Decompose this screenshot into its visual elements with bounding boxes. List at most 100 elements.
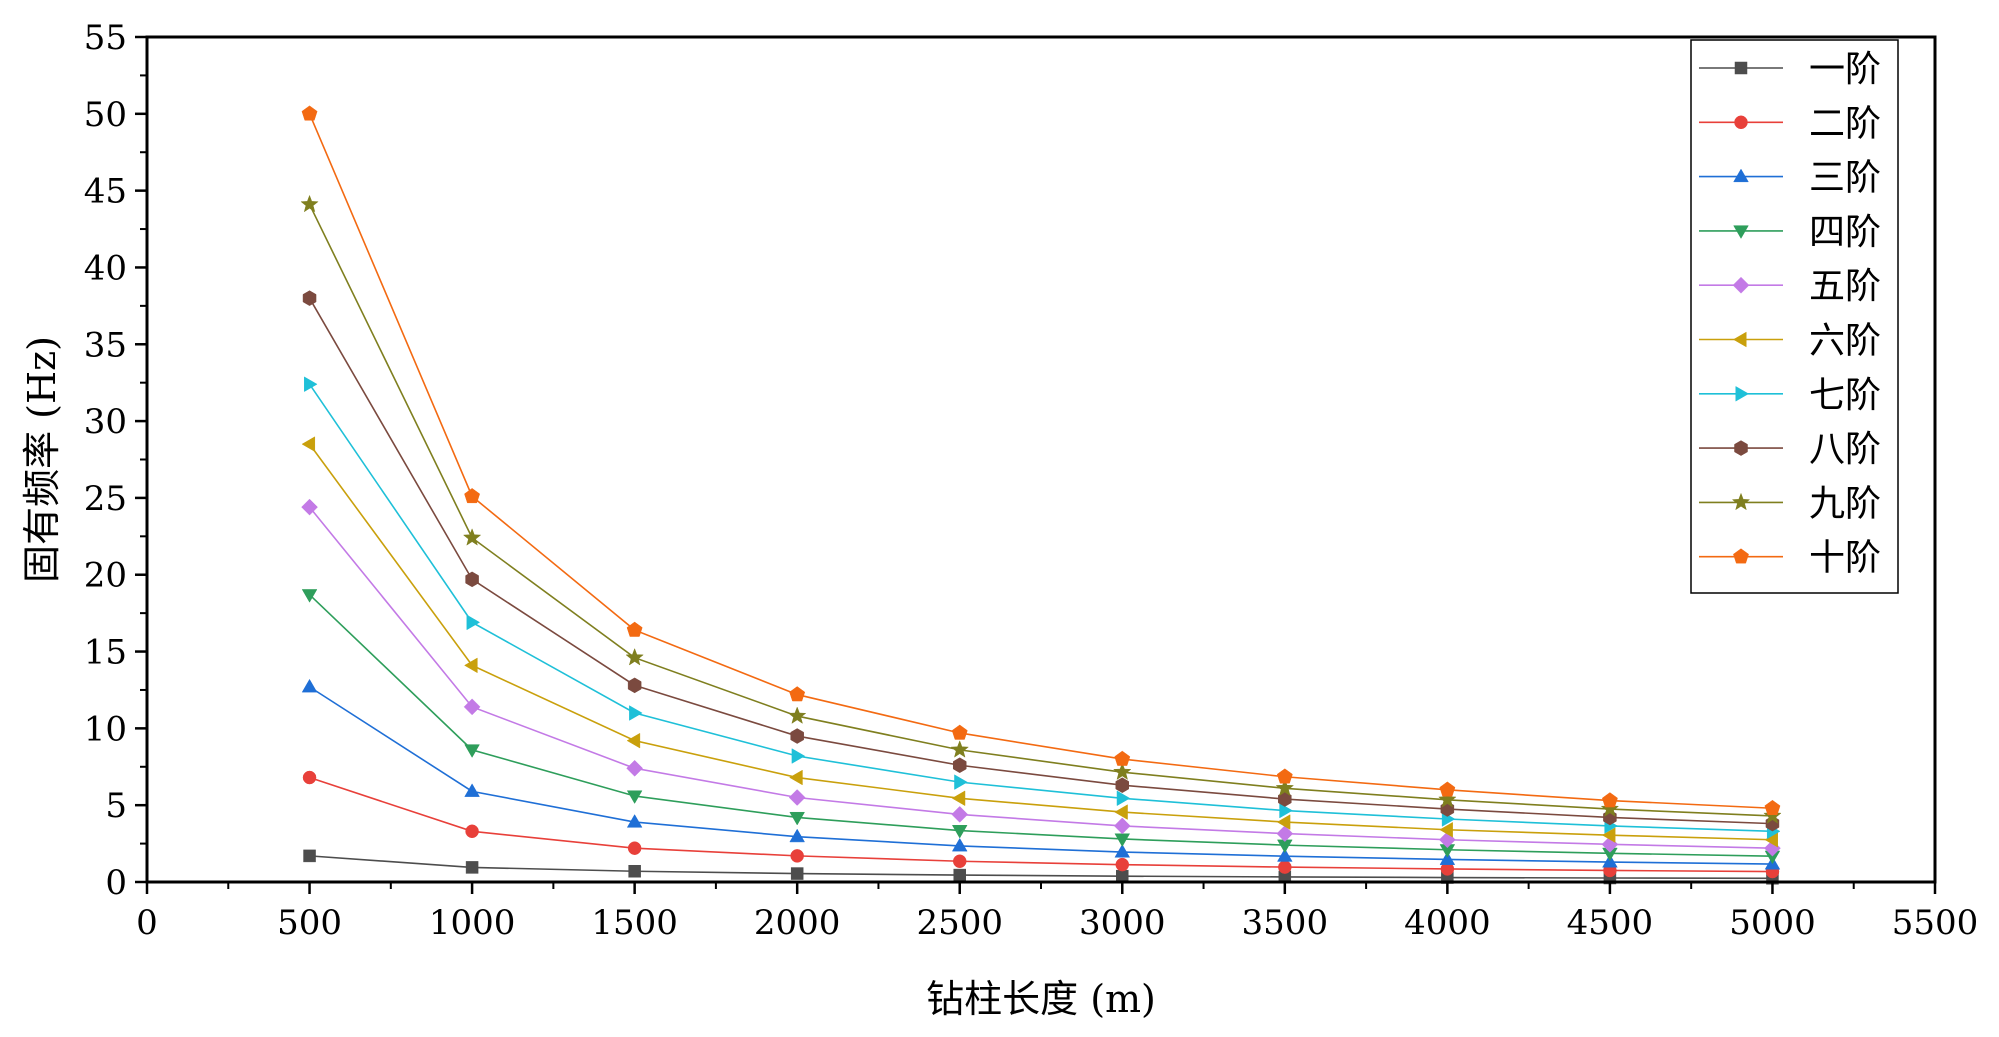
y-tick-label: 20 [84,556,127,596]
data-point [628,864,641,878]
data-point [1278,791,1292,807]
data-point [1116,790,1131,807]
x-tick-label: 3000 [1079,903,1166,943]
data-point [1439,781,1456,797]
x-tick-label: 0 [136,903,158,943]
legend-marker [1731,492,1751,511]
x-tick-label: 2000 [754,903,841,943]
series-line [308,443,1773,841]
data-point [626,732,641,749]
data-point [301,678,318,693]
data-point [1278,860,1292,874]
legend-box [1690,39,1899,594]
series-3 [301,678,1781,870]
series-1 [303,849,1779,885]
y-tick-label: 15 [84,633,127,673]
data-point [464,488,480,504]
data-point [789,769,803,786]
data-point [1116,869,1129,883]
series-6 [301,436,1778,848]
data-point [1114,804,1128,820]
legend-item: 五阶 [1699,266,1881,307]
data-point [626,814,643,828]
data-point [787,706,807,724]
series-line [308,204,1773,817]
data-point [300,194,319,213]
x-axis-label: 钻柱长度 (m) [926,977,1156,1021]
data-point [1115,777,1130,793]
series-2 [302,770,1780,879]
series-4 [301,589,1781,865]
data-point [1279,802,1293,819]
series-line [308,297,1773,825]
data-point [789,828,805,843]
y-tick-label: 45 [84,172,127,212]
data-point [465,861,479,874]
series-5 [301,498,1781,857]
data-point [1114,833,1131,847]
data-point [791,748,806,764]
legend-marker [1734,440,1748,456]
data-point [1602,792,1618,808]
data-point [464,657,478,674]
legend-marker [1733,225,1749,239]
data-point [464,783,480,797]
x-tick-label: 2500 [916,903,1003,943]
series-10 [301,105,1781,815]
legend-label: 九阶 [1809,483,1881,524]
series-7 [304,376,1781,840]
y-tick-label: 55 [84,18,127,58]
series-line [308,383,1773,833]
x-tick-label: 4500 [1567,903,1654,943]
data-point [1438,790,1457,808]
data-point [302,770,317,785]
data-point [1113,817,1131,835]
series-8 [302,290,1780,832]
legend-label: 六阶 [1809,321,1881,362]
legend-item: 一阶 [1699,49,1881,90]
data-point [463,698,481,716]
legend-marker [1734,115,1748,130]
data-point [1600,799,1620,817]
data-point [1276,814,1291,830]
data-point [951,724,968,740]
x-tick-label: 1000 [429,903,516,943]
legend-label: 一阶 [1809,49,1881,90]
legend-marker [1733,548,1749,564]
data-point [951,806,969,823]
legend-label: 八阶 [1809,429,1881,470]
series-line [308,506,1773,849]
y-axis: 0 5 10 15 20 25 30 35 40 45 50 55 [84,18,147,903]
legend-item: 七阶 [1699,375,1881,416]
data-point [301,436,316,452]
data-point [627,841,642,855]
legend-marker [1735,386,1750,402]
data-point [951,825,968,839]
series-layer [300,105,1782,885]
x-tick-label: 5000 [1729,903,1816,943]
y-tick-label: 50 [84,95,127,135]
data-point [302,290,317,306]
legend-marker [1732,276,1750,294]
data-point [789,686,806,702]
data-point [1114,844,1131,858]
data-point [301,498,318,516]
series-line [308,113,1773,810]
data-point [1115,857,1130,872]
data-point [952,854,967,869]
data-point [303,849,316,863]
legend-item: 四阶 [1699,212,1881,253]
data-point [1114,750,1131,766]
x-tick-label: 4000 [1404,903,1491,943]
data-point [1275,778,1295,797]
data-point [304,376,318,393]
y-tick-label: 0 [105,863,127,903]
data-point [951,790,966,807]
x-tick-label: 500 [277,903,342,943]
y-tick-label: 35 [84,325,127,365]
legend-item: 八阶 [1699,429,1881,470]
x-axis: 0 500 1000 1500 2000 2500 3000 3500 4000 4500 5000… [136,882,1978,943]
data-point [465,571,479,588]
